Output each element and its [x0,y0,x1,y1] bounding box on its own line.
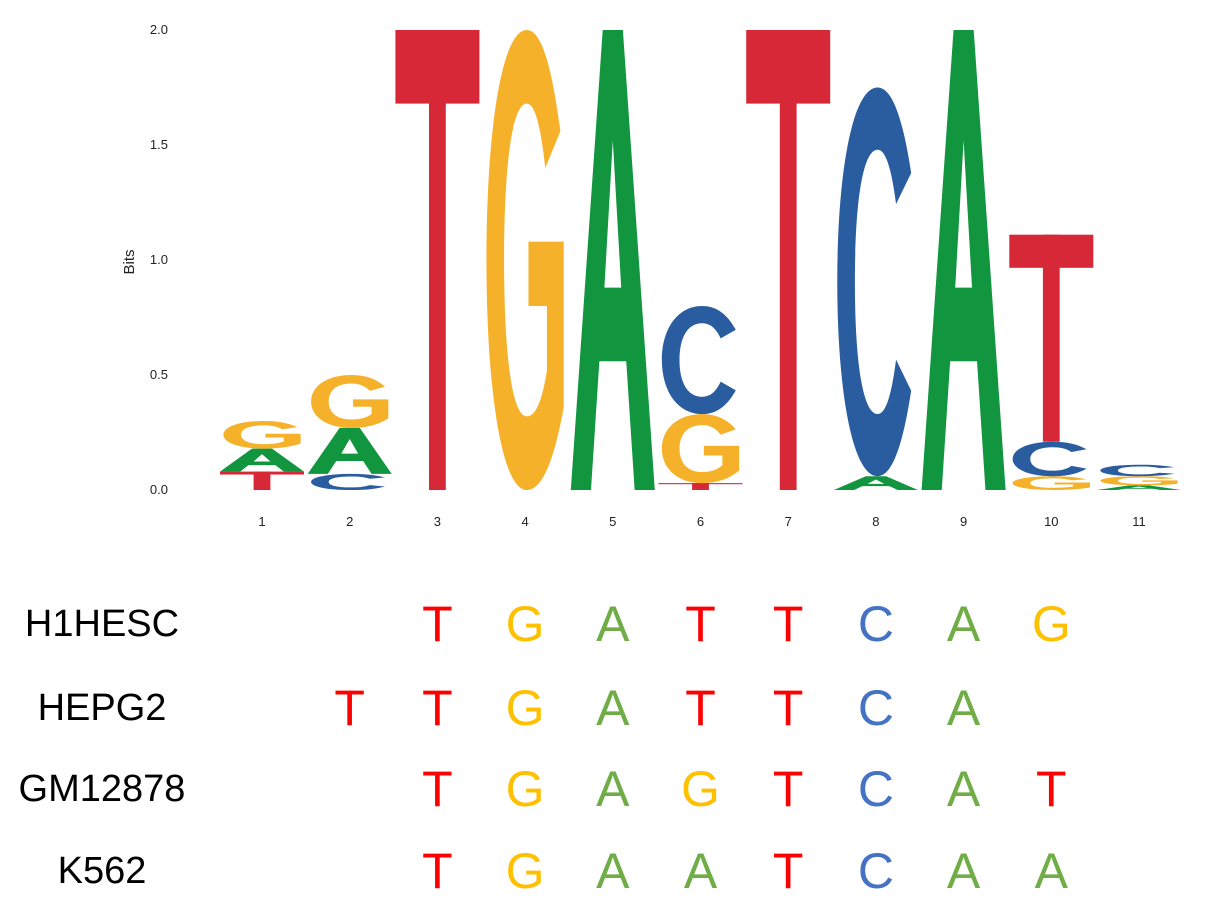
logo-letter-t [746,30,831,490]
x-tick-label: 11 [1132,514,1146,529]
y-axis-label: Bits [121,249,138,274]
sequence-base: T [422,596,453,652]
x-tick-label: 6 [697,514,704,529]
logo-letter-g [486,30,564,490]
x-tick-label: 1 [258,514,265,529]
sequence-label: K562 [57,850,147,892]
sequence-label: GM12878 [18,768,186,810]
sequence-logo-chart: 0.0 0.5 1.0 1.5 2.0 Bits 1 2 3 4 5 6 7 8 9 10 11 [121,22,1181,529]
logo-letter-t [1009,234,1094,442]
sequence-base: G [1031,596,1071,652]
sequence-base: A [596,843,630,899]
logo-letter-g [661,414,740,484]
logo-letter-g [1012,476,1090,490]
sequence-base: T [422,843,453,899]
x-tick-label: 10 [1044,514,1058,529]
sequence-base: T [772,843,804,899]
sequence-base: A [1034,843,1068,899]
logo-letter-a [570,30,655,490]
sequence-base: A [596,680,630,736]
logo-letter-c [661,306,736,415]
logo-letter-a [220,448,304,472]
logo-letter-c [837,87,912,477]
logo-letter-t [658,483,743,490]
logo-letter-t [395,30,480,490]
sequence-base: G [505,680,545,736]
sequence-base: T [772,596,804,652]
sequence-base: T [685,680,716,736]
y-tick-label: 0.0 [150,482,168,497]
sequence-base: C [857,680,894,736]
sequence-base: T [772,680,804,736]
x-tick-label: 5 [609,514,616,529]
sequence-base: A [946,680,981,736]
x-tick-label: 4 [521,514,528,529]
x-tick-label: 2 [346,514,353,529]
x-tick-label: 8 [872,514,879,529]
logo-letter-a [1097,485,1181,490]
logo-letter-a [833,476,918,490]
sequence-base: A [596,596,630,652]
y-axis: 0.0 0.5 1.0 1.5 2.0 Bits [121,22,168,497]
logo-letter-c [311,473,385,490]
logo-letter-a [921,30,1006,490]
y-tick-label: 0.5 [150,367,168,382]
sequence-base: C [857,843,894,899]
logo-letter-g [223,421,301,449]
sequence-base: T [772,761,804,817]
y-tick-label: 1.0 [150,252,168,267]
sequence-base: G [681,761,720,817]
logo-letter-a [307,427,392,474]
logo-letter-t [220,471,304,490]
logo-letter-g [311,375,389,428]
sequence-base: C [857,761,894,817]
logo-letter-c [1012,441,1087,477]
x-axis: 1 2 3 4 5 6 7 8 9 10 11 [258,514,1145,529]
y-tick-label: 2.0 [150,22,168,37]
sequence-base: T [422,680,453,736]
sequence-base: A [946,761,981,817]
sequence-base: T [1036,761,1067,817]
sequence-base: G [505,761,545,817]
sequence-base: G [505,843,545,899]
sequence-base: G [505,596,545,652]
sequence-base: C [857,596,894,652]
y-tick-label: 1.5 [150,137,168,152]
logo-letter-g [1100,476,1178,486]
sequence-base: A [946,596,981,652]
sequence-base: T [685,596,716,652]
sequence-label: HEPG2 [37,687,167,729]
sequence-base: T [334,680,365,736]
logo-stacks [220,30,1181,490]
x-tick-label: 3 [434,514,441,529]
x-tick-label: 9 [960,514,967,529]
sequence-label: H1HESC [24,603,180,645]
sequence-base: A [683,843,718,899]
x-tick-label: 7 [785,514,792,529]
sequence-base: A [946,843,981,899]
logo-letter-c [1100,464,1175,477]
sequence-base: T [422,761,453,817]
sequence-base: A [596,761,630,817]
